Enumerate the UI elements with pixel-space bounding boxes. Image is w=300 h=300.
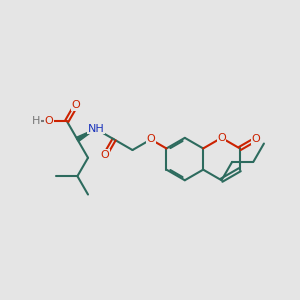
- Text: O: O: [71, 100, 80, 110]
- Text: NH: NH: [87, 124, 104, 134]
- Text: O: O: [217, 133, 226, 143]
- Text: H: H: [32, 116, 40, 126]
- Text: O: O: [146, 134, 155, 144]
- Text: O: O: [251, 134, 260, 144]
- Polygon shape: [76, 129, 96, 142]
- Text: O: O: [44, 116, 53, 126]
- Text: O: O: [101, 150, 110, 160]
